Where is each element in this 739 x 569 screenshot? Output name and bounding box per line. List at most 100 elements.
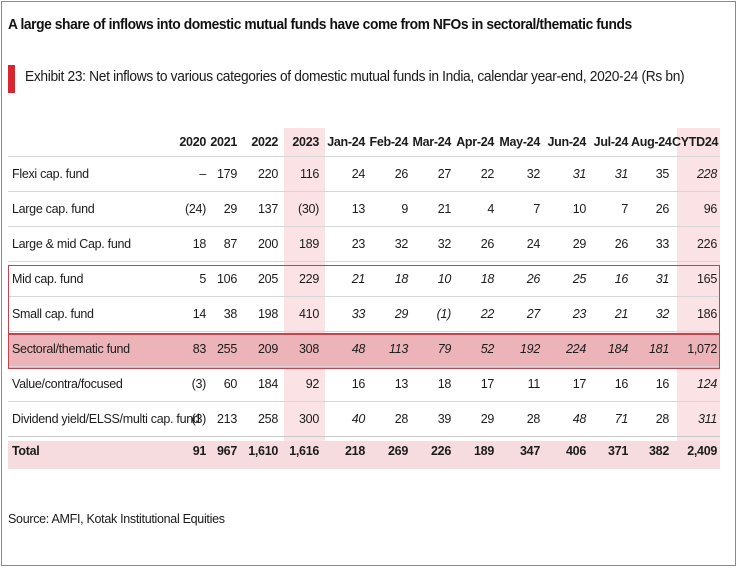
table-cell: 205	[240, 261, 281, 297]
table-cell: 29	[209, 191, 240, 227]
table-cell: 31	[589, 156, 631, 192]
table-cell: 311	[672, 401, 720, 437]
table-cell: 18	[176, 226, 209, 262]
table-cell: 16	[631, 366, 672, 402]
table-cell: 26	[631, 191, 672, 227]
table-cell: 17	[543, 366, 589, 402]
table-cell: 79	[411, 331, 454, 367]
table-cell: 21	[322, 261, 368, 297]
table-cell: 31	[631, 261, 672, 297]
table-cell: 29	[368, 296, 411, 332]
column-header: Aug-24	[631, 135, 672, 149]
total-label: Total	[8, 436, 176, 465]
row-label: Large & mid Cap. fund	[8, 226, 176, 262]
table-cell: 27	[411, 156, 454, 192]
table-cell: 255	[209, 331, 240, 367]
total-cell: 382	[631, 436, 672, 465]
table-cell: 32	[497, 156, 543, 192]
table-cell: 4	[454, 191, 497, 227]
table-cell: 113	[368, 331, 411, 367]
total-cell: 91	[176, 436, 209, 465]
row-label: Dividend yield/ELSS/multi cap. fund	[8, 401, 200, 437]
table-row: Dividend yield/ELSS/multi cap. fund (3) 21…	[8, 401, 720, 437]
table-cell: 226	[672, 226, 720, 262]
table-cell: 48	[543, 401, 589, 437]
column-header: 2023	[292, 135, 319, 149]
table-cell: 83	[176, 331, 209, 367]
row-label: Flexi cap. fund	[8, 156, 176, 192]
total-cell: 371	[589, 436, 631, 465]
table-cell: 258	[240, 401, 281, 437]
table-cell: 184	[240, 366, 281, 402]
source-note: Source: AMFI, Kotak Institutional Equiti…	[8, 512, 225, 526]
column-header: CYTD24	[672, 135, 719, 149]
table-cell: 60	[209, 366, 240, 402]
table-row: Value/contra/focused (3) 60 184 92 16 13 18 17 11…	[8, 366, 720, 402]
inflows-table: 2020 2021 2022 2023 Jan-24 Feb-24 Mar-24 Apr-24…	[8, 128, 720, 465]
table-cell: 18	[368, 261, 411, 297]
table-row: Sectoral/thematic fund 83 255 209 308 48 113 79…	[8, 331, 720, 367]
table-cell: 10	[411, 261, 454, 297]
table-cell: 29	[543, 226, 589, 262]
column-header: Jul-24	[593, 135, 629, 149]
mid-small-cap-box	[8, 265, 720, 334]
table-cell: 16	[589, 366, 631, 402]
column-header: Apr-24	[456, 135, 494, 149]
total-cell: 218	[322, 436, 368, 465]
table-cell: 13	[368, 366, 411, 402]
table-cell: 33	[322, 296, 368, 332]
table-row: Large & mid Cap. fund 18 87 200 189 23 32 32 26 2…	[8, 226, 720, 262]
column-header: Feb-24	[369, 135, 409, 149]
table-cell: 32	[631, 296, 672, 332]
table-cell: 22	[454, 296, 497, 332]
column-header: Jun-24	[547, 135, 587, 149]
table-row: Small cap. fund 14 38 198 410 33 29 (1) 22 27 23 21…	[8, 296, 720, 332]
table-cell: 11	[497, 366, 543, 402]
table-cell: 198	[240, 296, 281, 332]
table-cell: 32	[368, 226, 411, 262]
table-cell: 17	[454, 366, 497, 402]
table-cell: 26	[589, 226, 631, 262]
row-label: Large cap. fund	[8, 191, 176, 227]
table-cell: 18	[454, 261, 497, 297]
column-header: Mar-24	[412, 135, 452, 149]
row-label: Small cap. fund	[8, 296, 176, 332]
total-cell: 967	[209, 436, 240, 465]
table-cell: 116	[281, 156, 322, 192]
table-cell: 33	[631, 226, 672, 262]
table-cell: 28	[368, 401, 411, 437]
table-cell: 7	[589, 191, 631, 227]
column-header: 2020	[179, 135, 206, 149]
table-cell: (24)	[176, 191, 209, 227]
table-cell: 92	[281, 366, 322, 402]
table-cell: 192	[497, 331, 543, 367]
table-cell: 186	[672, 296, 720, 332]
exhibit-accent-bar	[8, 65, 15, 93]
table-cell: 29	[454, 401, 497, 437]
table-cell: 220	[240, 156, 281, 192]
table-cell: 410	[281, 296, 322, 332]
table-cell: 165	[672, 261, 720, 297]
table-cell: 26	[497, 261, 543, 297]
table-cell: 224	[543, 331, 589, 367]
total-cell: 1,616	[281, 436, 322, 465]
table-cell: 10	[543, 191, 589, 227]
table-cell: 21	[411, 191, 454, 227]
headline: A large share of inflows into domestic m…	[8, 16, 632, 33]
table-cell: 213	[209, 401, 240, 437]
header-category	[8, 128, 176, 157]
table-cell: 38	[209, 296, 240, 332]
row-label: Value/contra/focused	[8, 366, 176, 402]
table-cell: 18	[411, 366, 454, 402]
table-cell: 26	[368, 156, 411, 192]
row-label: Sectoral/thematic fund	[8, 331, 176, 367]
table-cell: 96	[672, 191, 720, 227]
total-cell: 269	[368, 436, 411, 465]
table-cell: 229	[281, 261, 322, 297]
total-cell: 406	[543, 436, 589, 465]
table-row: Flexi cap. fund –179 220 116 24 26 27 22 32 31 31 3…	[8, 156, 720, 192]
table-cell: 48	[322, 331, 368, 367]
table-cell: 16	[589, 261, 631, 297]
column-header: Jan-24	[327, 135, 365, 149]
table-cell: 31	[543, 156, 589, 192]
